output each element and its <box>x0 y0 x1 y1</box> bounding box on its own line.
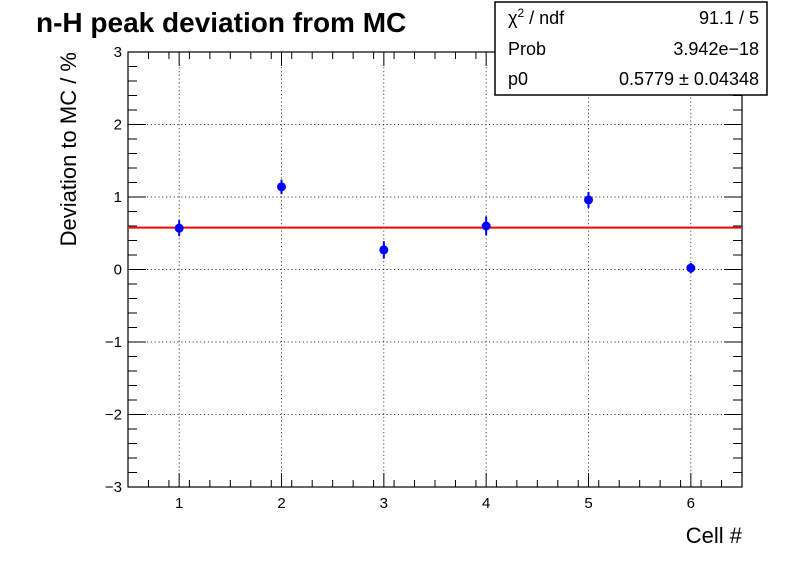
y-tick-label: 3 <box>114 44 122 61</box>
x-tick-label: 5 <box>584 495 592 512</box>
x-tick-label: 6 <box>687 495 695 512</box>
chart-title: n-H peak deviation from MC <box>36 7 406 38</box>
tick-labels: 1 2 3 4 5 6 −3 −2 −1 0 1 2 3 <box>105 44 695 512</box>
x-tick-label: 1 <box>175 495 183 512</box>
x-tick-label: 3 <box>380 495 388 512</box>
stats-chi2-value: 91.1 / 5 <box>699 8 759 28</box>
stats-p0-label: p0 <box>508 69 528 89</box>
y-tick-label: 0 <box>114 262 122 279</box>
stats-prob-label: Prob <box>508 39 546 59</box>
y-tick-label: −1 <box>105 334 122 351</box>
y-tick-label: 1 <box>114 189 122 206</box>
stats-chi2-label: χ2 / ndf <box>508 6 565 28</box>
stats-box: χ2 / ndf 91.1 / 5 Prob 3.942e−18 p0 0.57… <box>494 1 768 96</box>
data-point <box>481 221 491 231</box>
y-tick-label: 2 <box>114 117 122 134</box>
stats-p0-value: 0.5779 ± 0.04348 <box>619 69 759 89</box>
data-point <box>686 263 696 273</box>
x-axis-label: Cell # <box>686 523 743 548</box>
stats-box-frame <box>494 1 768 96</box>
grid <box>128 52 742 487</box>
x-tick-label: 2 <box>277 495 285 512</box>
stats-prob-value: 3.942e−18 <box>673 39 759 59</box>
x-tick-label: 4 <box>482 495 490 512</box>
data-points <box>174 179 696 274</box>
y-tick-label: −3 <box>105 479 122 496</box>
data-point <box>379 245 389 255</box>
y-tick-label: −2 <box>105 407 122 424</box>
data-point <box>277 182 286 192</box>
y-axis-label: Deviation to MC / % <box>56 52 81 246</box>
data-point <box>174 223 184 233</box>
data-point <box>584 195 593 205</box>
